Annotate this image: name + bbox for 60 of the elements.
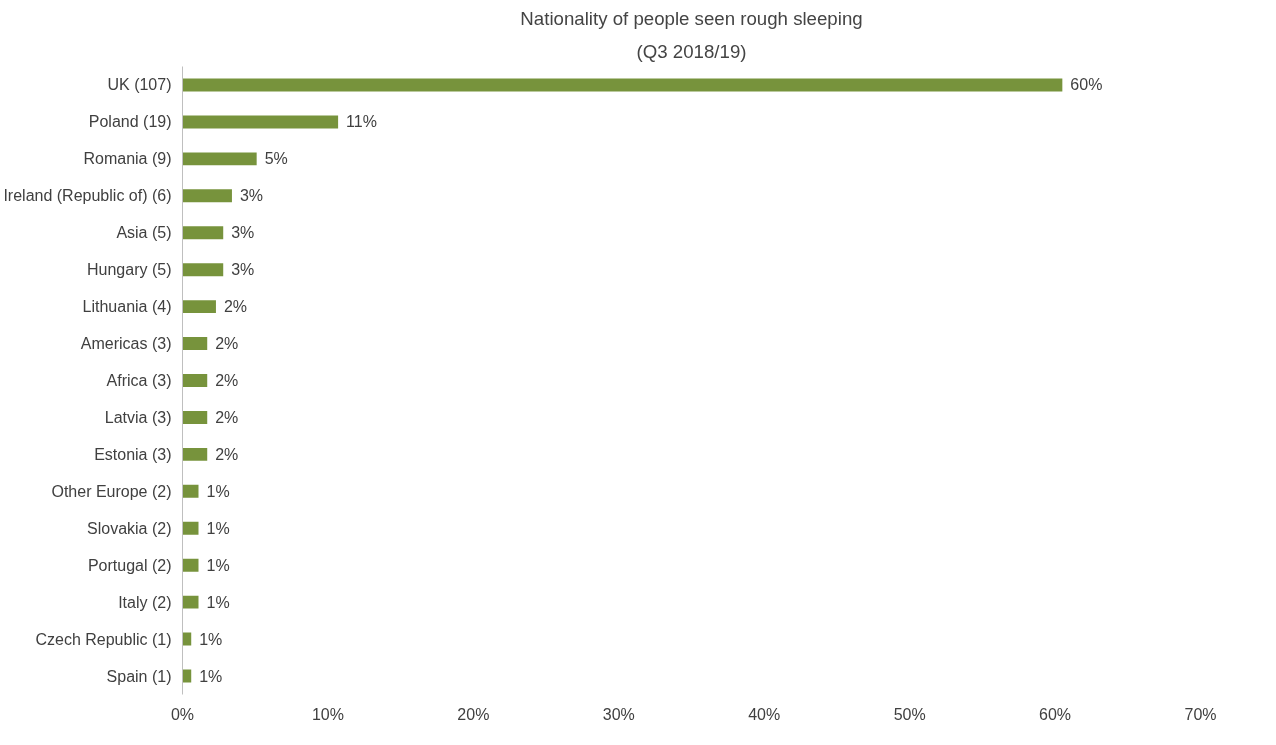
bar xyxy=(182,484,199,498)
data-label: 2% xyxy=(223,298,248,316)
data-label: 2% xyxy=(215,335,239,353)
data-label: 3% xyxy=(239,187,264,205)
y-tick-label: Estonia (3) xyxy=(94,445,172,463)
bar xyxy=(182,300,216,314)
bar xyxy=(182,632,192,646)
data-label: 2% xyxy=(215,408,239,426)
x-tick-label: 70% xyxy=(1184,705,1217,723)
bar xyxy=(182,447,208,461)
y-tick-label: Portugal (2) xyxy=(87,556,172,574)
y-tick-label: Americas (3) xyxy=(80,335,172,353)
x-tick-label: 60% xyxy=(1039,705,1072,723)
bar xyxy=(182,521,199,535)
y-tick-label: Poland (19) xyxy=(88,113,172,131)
bar xyxy=(182,374,208,387)
y-tick-label: Romania (9) xyxy=(83,150,172,168)
y-tick-label: Asia (5) xyxy=(116,224,172,242)
y-tick-label: Africa (3) xyxy=(106,372,172,389)
data-label: 5% xyxy=(264,150,288,168)
y-tick-label: Lithuania (4) xyxy=(82,298,172,316)
x-tick-label: 10% xyxy=(311,705,344,723)
bar xyxy=(182,78,1063,92)
x-tick-label: 20% xyxy=(457,705,490,723)
y-tick-label: Slovakia (2) xyxy=(87,519,172,537)
bar xyxy=(182,189,232,203)
data-label: 60% xyxy=(1070,76,1103,94)
data-label: 1% xyxy=(206,519,230,537)
bar xyxy=(182,595,199,609)
y-tick-label: Latvia (3) xyxy=(104,408,172,426)
y-tick-label: Ireland (Republic of) (6) xyxy=(3,187,172,205)
bar xyxy=(182,558,199,572)
bar xyxy=(182,263,224,277)
data-label: 1% xyxy=(199,667,223,685)
data-label: 2% xyxy=(215,372,239,389)
y-tick-label: Other Europe (2) xyxy=(51,482,172,500)
x-tick-label: 0% xyxy=(170,705,195,723)
bar xyxy=(182,410,208,424)
y-tick-label: Italy (2) xyxy=(118,593,172,611)
data-label: 3% xyxy=(231,224,255,242)
data-label: 1% xyxy=(206,556,230,574)
y-tick-label: UK (107) xyxy=(107,76,172,94)
y-tick-label: Spain (1) xyxy=(106,667,172,685)
y-tick-label: Hungary (5) xyxy=(87,261,172,279)
bar xyxy=(182,115,339,129)
data-label: 1% xyxy=(206,482,230,500)
chart-title: Nationality of people seen rough sleeping xyxy=(520,7,863,29)
bar xyxy=(182,337,208,351)
data-label: 1% xyxy=(199,630,223,648)
x-tick-label: 50% xyxy=(893,705,926,723)
x-tick-label: 40% xyxy=(748,705,781,723)
data-label: 2% xyxy=(215,445,239,463)
data-label: 3% xyxy=(231,261,255,279)
x-tick-label: 30% xyxy=(602,705,635,723)
bar xyxy=(182,152,257,166)
y-tick-label: Czech Republic (1) xyxy=(35,630,172,648)
data-label: 1% xyxy=(206,593,230,611)
data-label: 11% xyxy=(346,113,377,131)
bar xyxy=(182,226,224,240)
chart-subtitle: (Q3 2018/19) xyxy=(636,40,747,62)
